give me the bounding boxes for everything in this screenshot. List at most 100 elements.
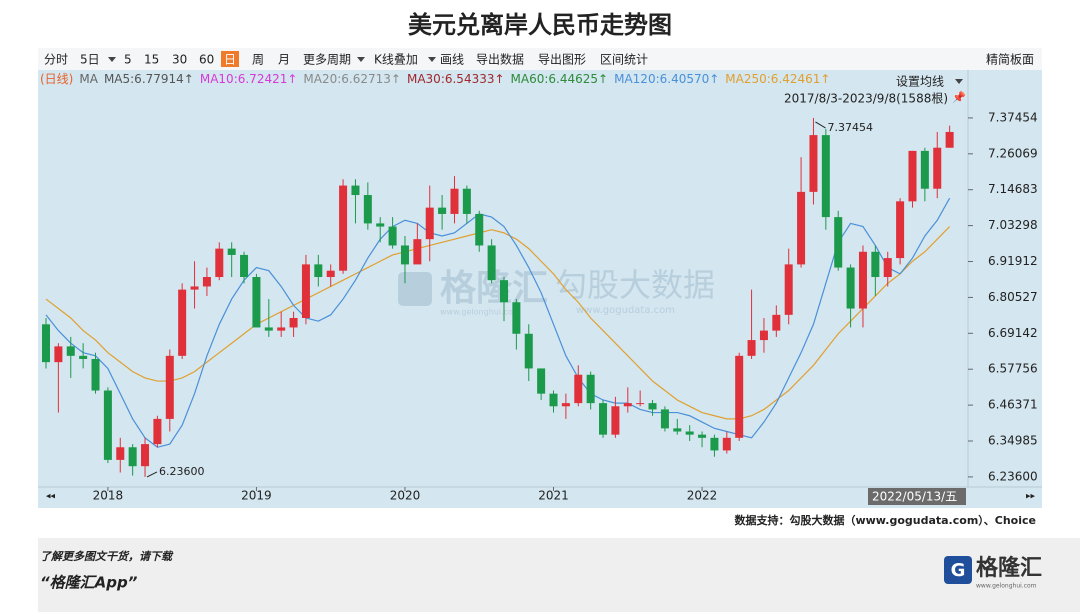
candle-body <box>834 217 843 268</box>
dropdown-arrow <box>357 57 365 62</box>
candle-body <box>487 245 496 281</box>
toolbar-item[interactable]: 60 <box>199 53 214 67</box>
toolbar-item[interactable]: 更多周期 <box>303 53 351 67</box>
ma-legend-item: MA30:6.54333↑ <box>407 72 505 86</box>
candle-body <box>400 245 409 265</box>
candle-body <box>450 188 459 214</box>
candle-body <box>809 135 818 192</box>
candle-body <box>462 188 471 214</box>
candle-body <box>42 324 50 363</box>
toolbar-item[interactable]: 导出图形 <box>538 53 586 67</box>
toolbar-item[interactable]: 5 <box>124 53 132 67</box>
y-tick-label: 7.37454 <box>988 110 1038 124</box>
candle-body <box>339 185 348 271</box>
toolbar-item[interactable]: 分时 <box>44 53 68 67</box>
toolbar-right[interactable]: 精简板面 <box>986 53 1034 67</box>
candle-body <box>673 428 682 432</box>
toolbar-item[interactable]: 周 <box>252 53 264 67</box>
toolbar-item[interactable]: K线叠加 <box>374 53 418 67</box>
y-tick-label: 6.46371 <box>988 398 1038 412</box>
min-label: 6.23600 <box>159 465 205 478</box>
candle-body <box>784 264 793 315</box>
candle-body <box>326 270 335 278</box>
candle-body <box>920 150 929 189</box>
y-tick-label: 7.03298 <box>988 218 1038 232</box>
source: 数据支持：勾股大数据（www.gogudata.com）、Choice <box>734 513 1036 527</box>
candle-body <box>710 437 719 451</box>
y-tick-label: 7.14683 <box>988 182 1038 196</box>
candle-body <box>908 150 917 202</box>
range-label: 2017/8/3-2023/9/8(1588根) <box>784 92 948 106</box>
x-tick-label: 2022 <box>687 489 718 503</box>
dropdown-arrow <box>428 57 436 62</box>
ma-legend-item: MA250:6.42461↑ <box>725 72 830 86</box>
y-tick-label: 7.26069 <box>988 146 1038 160</box>
candle-body <box>698 434 707 438</box>
candle-body <box>759 330 768 341</box>
toolbar-item[interactable]: 画线 <box>440 53 464 67</box>
max-label: 7.37454 <box>827 121 873 134</box>
candle-body <box>289 317 298 328</box>
candle-body <box>79 355 88 359</box>
dropdown-arrow <box>108 57 116 62</box>
toolbar-item[interactable]: 月 <box>278 53 290 67</box>
app-name: “格隆汇App” <box>40 574 138 592</box>
candle-body <box>141 444 150 467</box>
ma-line <box>45 226 951 420</box>
candle-body <box>611 406 620 435</box>
x-tick-label: 2018 <box>93 489 124 503</box>
candle-body <box>190 286 199 290</box>
candle-body <box>623 403 632 407</box>
toolbar-item[interactable]: 5日 <box>80 53 100 67</box>
ma-legend-item: MA10:6.72421↑ <box>200 72 298 86</box>
max-pointer <box>815 121 826 129</box>
toolbar-item[interactable]: 导出数据 <box>476 52 524 67</box>
candle-body <box>103 390 112 460</box>
logo-site: www.gelonghui.com <box>976 583 1037 590</box>
candle-body <box>314 264 323 278</box>
candle-body <box>413 239 422 265</box>
toolbar-item[interactable]: 30 <box>172 53 187 67</box>
candle-body <box>685 431 694 435</box>
toolbar-item[interactable]: 15 <box>144 53 159 67</box>
candle-body <box>871 251 880 278</box>
toolbar-item[interactable]: 日 <box>224 53 236 67</box>
candle-body <box>363 195 372 224</box>
candle-body <box>599 403 608 435</box>
scroll-right[interactable]: ▸▸ <box>1026 492 1036 502</box>
candle-body <box>202 277 211 287</box>
candle-body <box>537 368 546 394</box>
candle-body <box>933 147 942 189</box>
candle-body <box>846 267 855 309</box>
candle-body <box>66 346 75 356</box>
candle-body <box>301 264 310 318</box>
x-tick-label: 2021 <box>538 489 569 503</box>
candle-body <box>896 201 905 259</box>
toolbar-item[interactable]: 区间统计 <box>600 53 648 67</box>
candle-body <box>772 314 781 331</box>
candle-body <box>500 280 508 303</box>
candle-body <box>227 248 236 255</box>
ma-legend-item: MA120:6.40570↑ <box>614 72 719 86</box>
x-tick-label: 2020 <box>390 489 421 503</box>
candle-body <box>54 346 63 363</box>
candle-body <box>524 333 533 369</box>
candle-body <box>128 447 137 467</box>
candle-body <box>883 258 892 278</box>
watermark: www.gogudata.com <box>576 305 675 316</box>
ma-settings[interactable]: 设置均线 <box>896 75 944 89</box>
candle-body <box>116 447 125 460</box>
watermark: 勾股大数据 <box>555 266 715 304</box>
candle-body <box>574 374 583 404</box>
scroll-left[interactable]: ◂◂ <box>46 492 56 502</box>
chart-bg <box>38 70 1042 508</box>
promo: 了解更多图文干货，请下载 <box>40 550 174 563</box>
candle-body <box>747 340 756 356</box>
y-tick-label: 6.57756 <box>988 362 1038 376</box>
y-tick-label: 6.69142 <box>988 326 1038 340</box>
candle-body <box>512 302 521 334</box>
watermark: www.gelonghui.com <box>440 308 521 317</box>
candle-body <box>178 289 187 356</box>
